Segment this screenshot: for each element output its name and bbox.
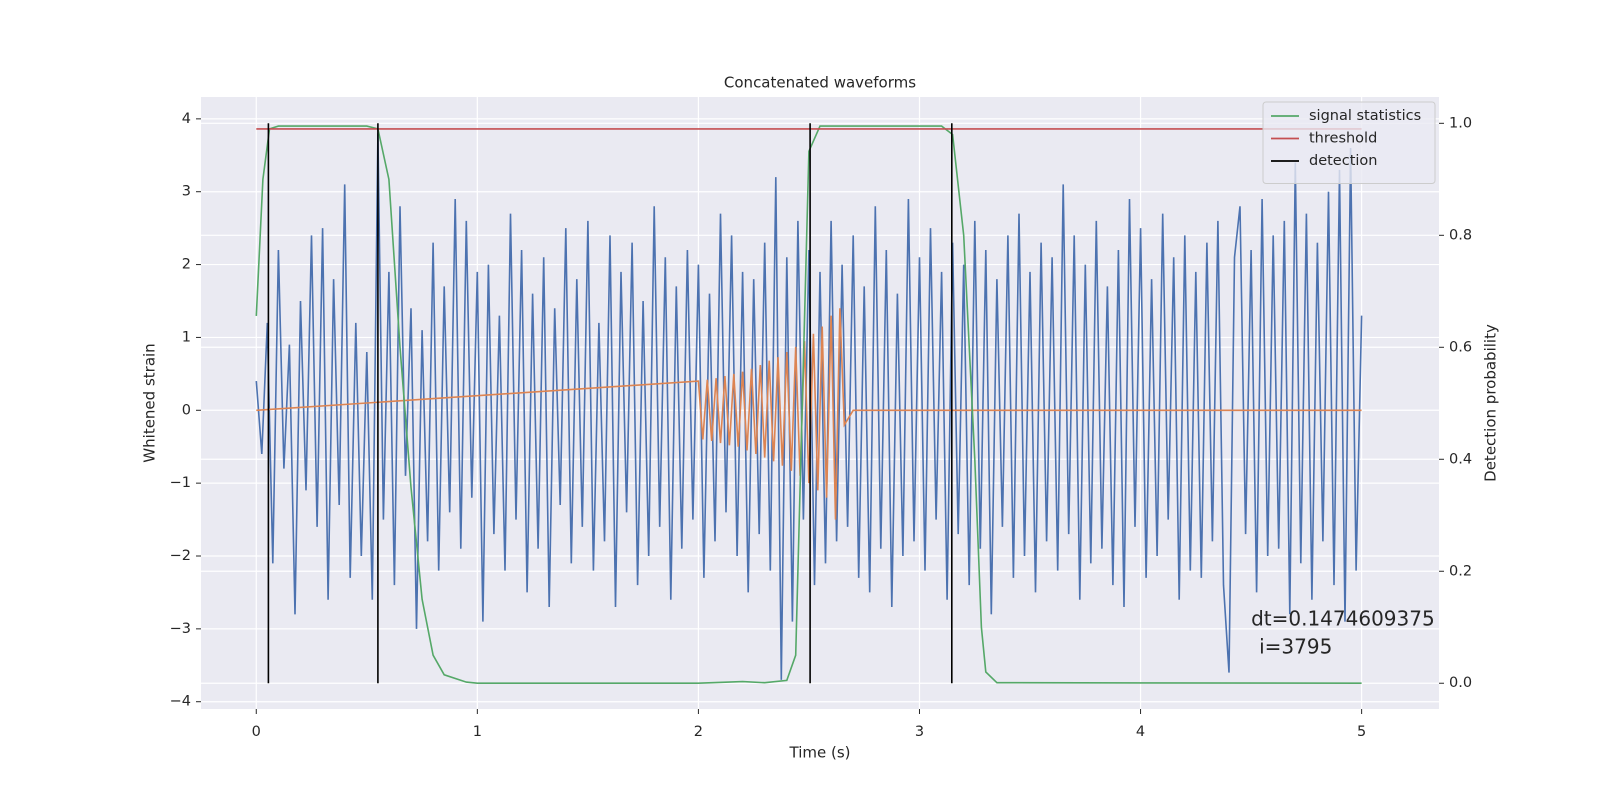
y-tick-label: −3 (170, 621, 191, 637)
y2-tick-label: 0.8 (1449, 227, 1472, 243)
y-tick-label: 2 (182, 257, 191, 273)
y-tick-label: −1 (170, 475, 191, 491)
annotation: dt=0.1474609375 (1251, 607, 1435, 631)
y2-tick-label: 0.6 (1449, 339, 1472, 355)
x-tick-label: 5 (1357, 724, 1366, 740)
x-axis-label: Time (s) (789, 744, 851, 762)
y-axis-label: Whitened strain (141, 343, 159, 462)
legend-box (1262, 101, 1436, 184)
y2-tick-label: 0.4 (1449, 451, 1472, 467)
y2-axis-label: Detection probability (1482, 324, 1500, 482)
legend-label: detection (1309, 153, 1377, 169)
chart-title: Concatenated waveforms (724, 74, 916, 92)
y-tick-label: −2 (170, 548, 191, 564)
legend-label: signal statistics (1309, 108, 1421, 124)
y-tick-label: −4 (170, 694, 191, 710)
legend-label: threshold (1309, 131, 1377, 147)
y-tick-label: 1 (182, 329, 191, 345)
annotation: i=3795 (1259, 635, 1332, 659)
y-tick-label: 0 (182, 402, 191, 418)
x-tick-label: 2 (694, 724, 703, 740)
y-tick-label: 4 (182, 111, 191, 127)
series-line (256, 308, 1362, 520)
x-tick-label: 4 (1136, 724, 1145, 740)
series-line (255, 133, 1363, 680)
x-tick-label: 0 (252, 724, 261, 740)
y2-tick-label: 0.2 (1449, 563, 1472, 579)
y2-tick-label: 1.0 (1449, 115, 1472, 131)
x-tick-label: 3 (915, 724, 924, 740)
y2-tick-label: 0.0 (1449, 675, 1472, 691)
y-tick-label: 3 (182, 184, 191, 200)
x-tick-label: 1 (473, 724, 482, 740)
